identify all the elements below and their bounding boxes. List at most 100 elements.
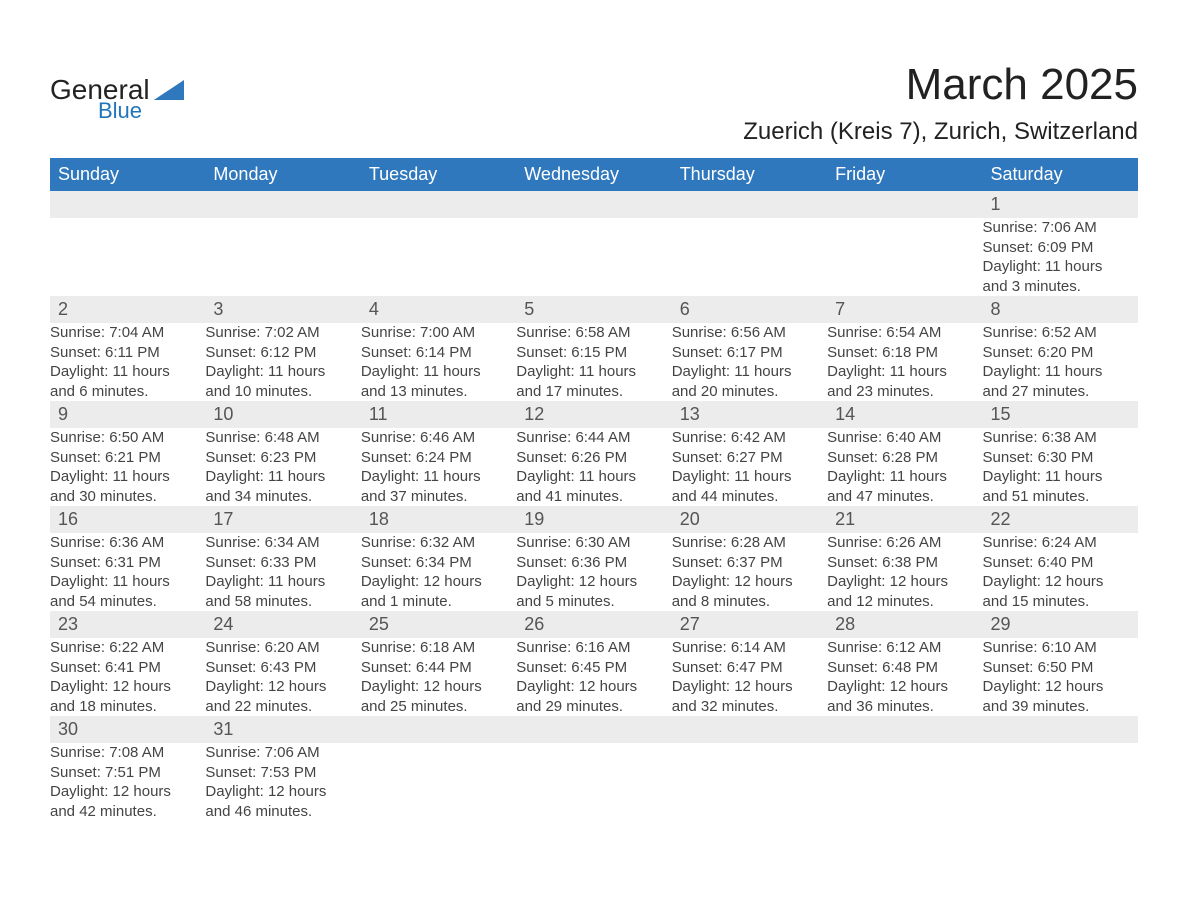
day-daylight2: and 29 minutes.: [516, 697, 671, 717]
day-daylight2: and 13 minutes.: [361, 382, 516, 402]
day-daylight2: and 6 minutes.: [50, 382, 205, 402]
day-sunset: Sunset: 6:36 PM: [516, 553, 671, 573]
day-daylight2: and 1 minute.: [361, 592, 516, 612]
day-sunrise: Sunrise: 6:12 AM: [827, 638, 982, 658]
day-cell-details: Sunrise: 6:18 AMSunset: 6:44 PMDaylight:…: [361, 638, 516, 716]
day-daylight2: and 39 minutes.: [983, 697, 1138, 717]
day-number: 30: [50, 716, 205, 743]
day-cell-details: Sunrise: 6:16 AMSunset: 6:45 PMDaylight:…: [516, 638, 671, 716]
day-daylight1: Daylight: 11 hours: [361, 467, 516, 487]
day-cell-details: [205, 218, 360, 296]
day-sunrise: Sunrise: 6:46 AM: [361, 428, 516, 448]
day-sunrise: Sunrise: 6:14 AM: [672, 638, 827, 658]
day-cell-details: Sunrise: 6:54 AMSunset: 6:18 PMDaylight:…: [827, 323, 982, 401]
day-sunrise: Sunrise: 6:28 AM: [672, 533, 827, 553]
day-cell-number: [205, 191, 360, 218]
weekday-header: Thursday: [672, 158, 827, 191]
day-cell-number: [516, 191, 671, 218]
day-cell-details: [516, 743, 671, 821]
day-sunset: Sunset: 6:27 PM: [672, 448, 827, 468]
day-cell-details: [827, 218, 982, 296]
day-cell-details: Sunrise: 7:00 AMSunset: 6:14 PMDaylight:…: [361, 323, 516, 401]
day-cell-details: Sunrise: 6:38 AMSunset: 6:30 PMDaylight:…: [983, 428, 1138, 506]
weekday-header: Saturday: [983, 158, 1138, 191]
day-sunset: Sunset: 6:44 PM: [361, 658, 516, 678]
day-daylight2: and 54 minutes.: [50, 592, 205, 612]
day-sunset: Sunset: 6:12 PM: [205, 343, 360, 363]
day-cell-details: [361, 743, 516, 821]
day-daylight1: Daylight: 12 hours: [516, 572, 671, 592]
day-daylight1: Daylight: 11 hours: [361, 362, 516, 382]
day-number: 19: [516, 506, 671, 533]
day-cell-details: Sunrise: 6:30 AMSunset: 6:36 PMDaylight:…: [516, 533, 671, 611]
day-daylight2: and 18 minutes.: [50, 697, 205, 717]
day-daylight2: and 5 minutes.: [516, 592, 671, 612]
day-cell-details: Sunrise: 6:50 AMSunset: 6:21 PMDaylight:…: [50, 428, 205, 506]
day-number: 11: [361, 401, 516, 428]
day-daylight1: Daylight: 11 hours: [516, 362, 671, 382]
day-number: 16: [50, 506, 205, 533]
day-sunset: Sunset: 6:20 PM: [983, 343, 1138, 363]
day-sunset: Sunset: 6:47 PM: [672, 658, 827, 678]
day-cell-number: [672, 191, 827, 218]
day-sunrise: Sunrise: 7:00 AM: [361, 323, 516, 343]
day-number: 7: [827, 296, 982, 323]
day-cell-number: 9: [50, 401, 205, 428]
day-sunrise: Sunrise: 6:34 AM: [205, 533, 360, 553]
day-cell-number: 6: [672, 296, 827, 323]
day-cell-number: 28: [827, 611, 982, 638]
day-cell-number: 22: [983, 506, 1138, 533]
day-sunrise: Sunrise: 6:10 AM: [983, 638, 1138, 658]
day-daylight2: and 22 minutes.: [205, 697, 360, 717]
day-daylight1: Daylight: 11 hours: [983, 257, 1138, 277]
day-daylight1: Daylight: 12 hours: [672, 572, 827, 592]
day-cell-number: [361, 716, 516, 743]
day-cell-number: 31: [205, 716, 360, 743]
day-number: 13: [672, 401, 827, 428]
daynum-row: 3031: [50, 716, 1138, 743]
day-daylight1: Daylight: 12 hours: [205, 782, 360, 802]
day-daylight1: Daylight: 12 hours: [672, 677, 827, 697]
day-daylight2: and 23 minutes.: [827, 382, 982, 402]
day-sunset: Sunset: 7:51 PM: [50, 763, 205, 783]
day-cell-number: 15: [983, 401, 1138, 428]
day-sunrise: Sunrise: 7:06 AM: [205, 743, 360, 763]
day-number: 9: [50, 401, 205, 428]
day-daylight2: and 30 minutes.: [50, 487, 205, 507]
day-daylight1: Daylight: 11 hours: [672, 362, 827, 382]
day-cell-details: [827, 743, 982, 821]
day-cell-number: 3: [205, 296, 360, 323]
day-number: 4: [361, 296, 516, 323]
day-sunrise: Sunrise: 7:04 AM: [50, 323, 205, 343]
day-number: 20: [672, 506, 827, 533]
day-sunset: Sunset: 6:28 PM: [827, 448, 982, 468]
day-cell-number: [827, 191, 982, 218]
day-number: 27: [672, 611, 827, 638]
day-daylight1: Daylight: 11 hours: [983, 362, 1138, 382]
details-row: Sunrise: 6:50 AMSunset: 6:21 PMDaylight:…: [50, 428, 1138, 506]
day-daylight1: Daylight: 12 hours: [827, 677, 982, 697]
day-sunrise: Sunrise: 6:36 AM: [50, 533, 205, 553]
day-cell-details: Sunrise: 6:58 AMSunset: 6:15 PMDaylight:…: [516, 323, 671, 401]
weekday-header: Friday: [827, 158, 982, 191]
day-sunset: Sunset: 6:43 PM: [205, 658, 360, 678]
day-sunset: Sunset: 6:24 PM: [361, 448, 516, 468]
day-cell-details: Sunrise: 6:12 AMSunset: 6:48 PMDaylight:…: [827, 638, 982, 716]
day-number: 17: [205, 506, 360, 533]
day-number: 31: [205, 716, 360, 743]
day-cell-details: Sunrise: 6:32 AMSunset: 6:34 PMDaylight:…: [361, 533, 516, 611]
day-cell-details: Sunrise: 6:34 AMSunset: 6:33 PMDaylight:…: [205, 533, 360, 611]
day-sunset: Sunset: 6:34 PM: [361, 553, 516, 573]
day-sunrise: Sunrise: 6:56 AM: [672, 323, 827, 343]
day-cell-details: Sunrise: 7:04 AMSunset: 6:11 PMDaylight:…: [50, 323, 205, 401]
day-cell-details: [361, 218, 516, 296]
day-daylight1: Daylight: 11 hours: [205, 467, 360, 487]
day-cell-details: Sunrise: 6:24 AMSunset: 6:40 PMDaylight:…: [983, 533, 1138, 611]
day-sunrise: Sunrise: 7:06 AM: [983, 218, 1138, 238]
details-row: Sunrise: 7:04 AMSunset: 6:11 PMDaylight:…: [50, 323, 1138, 401]
title-block: March 2025 Zuerich (Kreis 7), Zurich, Sw…: [743, 50, 1138, 146]
day-number: 21: [827, 506, 982, 533]
day-cell-details: Sunrise: 6:26 AMSunset: 6:38 PMDaylight:…: [827, 533, 982, 611]
day-cell-details: Sunrise: 6:28 AMSunset: 6:37 PMDaylight:…: [672, 533, 827, 611]
day-cell-number: 14: [827, 401, 982, 428]
